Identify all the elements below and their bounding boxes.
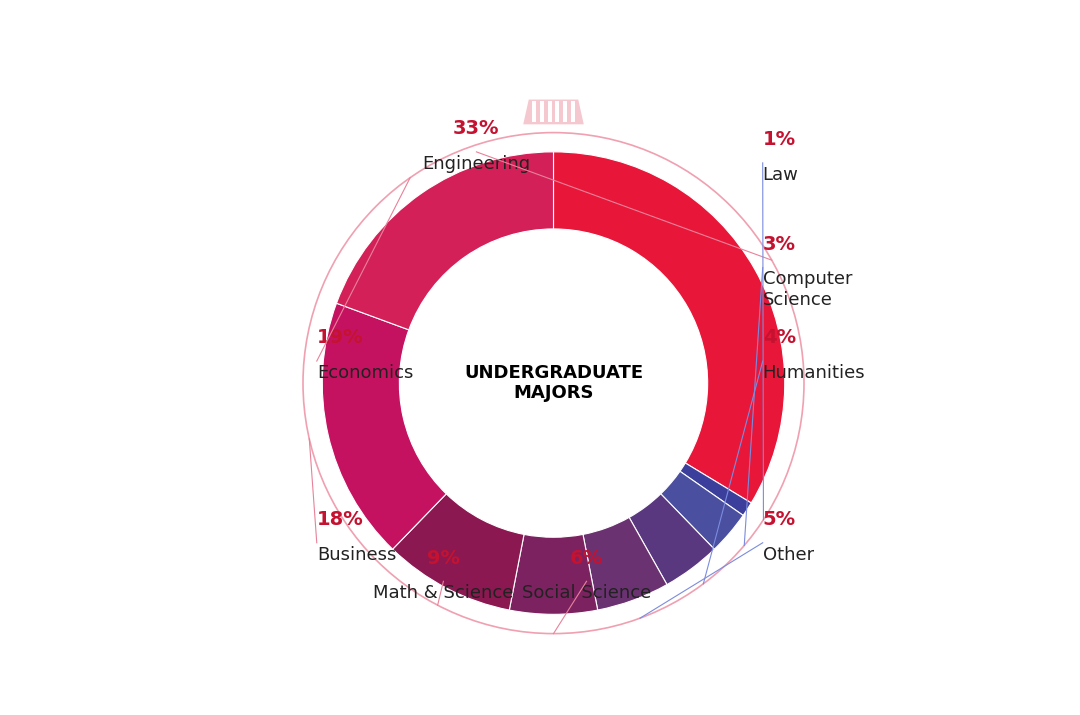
Text: Law: Law [762,166,798,184]
Bar [531,101,536,122]
Bar [555,101,559,122]
Text: UNDERGRADUATE
MAJORS: UNDERGRADUATE MAJORS [464,364,643,403]
Text: 18%: 18% [316,510,364,529]
Text: 9%: 9% [427,548,460,568]
Bar [564,101,567,122]
Text: Computer
Science: Computer Science [762,270,852,309]
Text: Economics: Economics [316,364,414,382]
Wedge shape [630,494,714,585]
Text: 4%: 4% [762,328,796,347]
Text: Business: Business [316,546,396,563]
Bar [540,101,543,122]
Text: 1%: 1% [762,130,796,149]
Text: 33%: 33% [454,119,500,138]
Wedge shape [337,152,553,330]
Text: 6%: 6% [570,548,603,568]
Bar [571,101,576,122]
Text: 19%: 19% [316,328,363,347]
Wedge shape [393,494,524,610]
Text: Engineering: Engineering [422,154,530,172]
Bar [548,101,552,122]
Polygon shape [523,99,584,124]
Text: 5%: 5% [762,510,796,529]
Text: 3%: 3% [762,235,796,254]
Wedge shape [510,534,597,614]
Text: Math & Science: Math & Science [374,584,514,602]
Text: Social Science: Social Science [522,584,651,602]
Wedge shape [680,463,752,516]
Text: Other: Other [762,546,814,563]
Wedge shape [554,152,785,503]
Wedge shape [322,303,446,549]
Wedge shape [661,471,743,549]
Wedge shape [583,518,667,610]
Text: Humanities: Humanities [762,364,865,382]
